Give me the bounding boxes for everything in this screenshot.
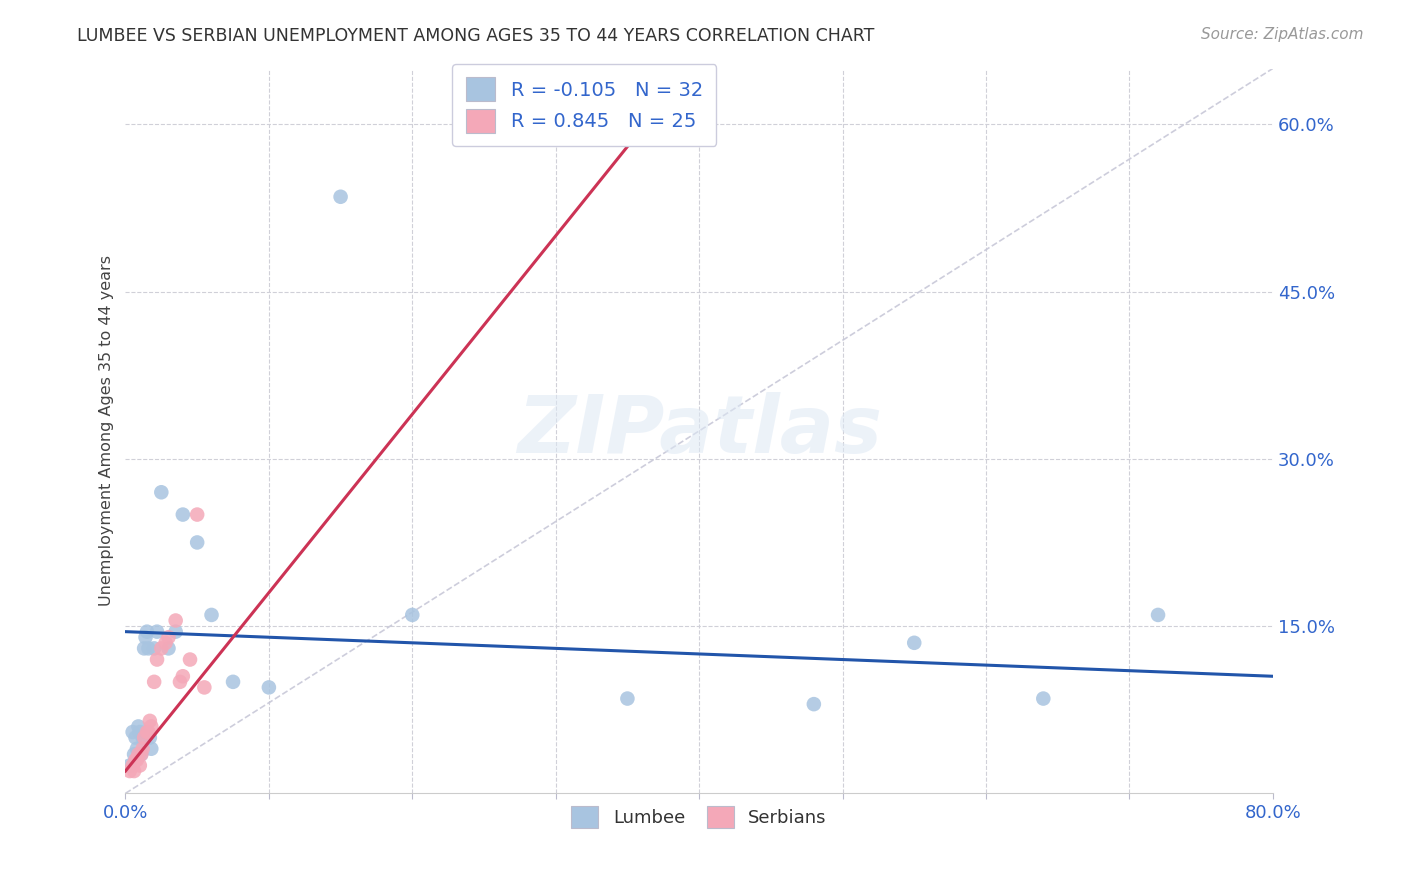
Point	[179, 652, 201, 666]
Point	[139, 714, 162, 728]
Text: Source: ZipAtlas.com: Source: ZipAtlas.com	[1201, 27, 1364, 42]
Point	[135, 630, 157, 644]
Point	[127, 719, 149, 733]
Point	[401, 607, 423, 622]
Point	[132, 731, 155, 745]
Point	[124, 753, 146, 767]
Point	[616, 691, 638, 706]
Point	[146, 624, 169, 639]
Point	[132, 641, 155, 656]
Text: LUMBEE VS SERBIAN UNEMPLOYMENT AMONG AGES 35 TO 44 YEARS CORRELATION CHART: LUMBEE VS SERBIAN UNEMPLOYMENT AMONG AGE…	[77, 27, 875, 45]
Point	[1147, 607, 1170, 622]
Point	[146, 652, 169, 666]
Point	[143, 641, 166, 656]
Point	[118, 764, 141, 778]
Point	[165, 624, 187, 639]
Point	[172, 508, 194, 522]
Point	[125, 741, 148, 756]
Point	[903, 636, 925, 650]
Point	[222, 674, 245, 689]
Point	[122, 764, 145, 778]
Point	[1032, 691, 1054, 706]
Point	[157, 630, 180, 644]
Point	[131, 741, 153, 756]
Y-axis label: Unemployment Among Ages 35 to 44 years: Unemployment Among Ages 35 to 44 years	[100, 255, 114, 607]
Point	[141, 741, 163, 756]
Point	[128, 725, 150, 739]
Point	[124, 731, 146, 745]
Point	[129, 747, 152, 762]
Text: ZIPatlas: ZIPatlas	[516, 392, 882, 470]
Point	[129, 747, 152, 762]
Point	[186, 508, 208, 522]
Point	[172, 669, 194, 683]
Point	[150, 641, 173, 656]
Point	[138, 641, 160, 656]
Point	[127, 747, 149, 762]
Point	[125, 753, 148, 767]
Point	[141, 719, 163, 733]
Point	[139, 731, 162, 745]
Point	[186, 535, 208, 549]
Point	[138, 725, 160, 739]
Point	[150, 485, 173, 500]
Point	[165, 614, 187, 628]
Legend: Lumbee, Serbians: Lumbee, Serbians	[564, 798, 834, 835]
Point	[121, 725, 143, 739]
Point	[257, 681, 280, 695]
Point	[143, 674, 166, 689]
Point	[131, 731, 153, 745]
Point	[157, 641, 180, 656]
Point	[122, 747, 145, 762]
Point	[136, 624, 159, 639]
Point	[118, 758, 141, 772]
Point	[193, 681, 215, 695]
Point	[329, 190, 352, 204]
Point	[803, 697, 825, 711]
Point	[155, 636, 177, 650]
Point	[121, 758, 143, 772]
Point	[169, 674, 191, 689]
Point	[200, 607, 222, 622]
Point	[136, 725, 159, 739]
Point	[128, 758, 150, 772]
